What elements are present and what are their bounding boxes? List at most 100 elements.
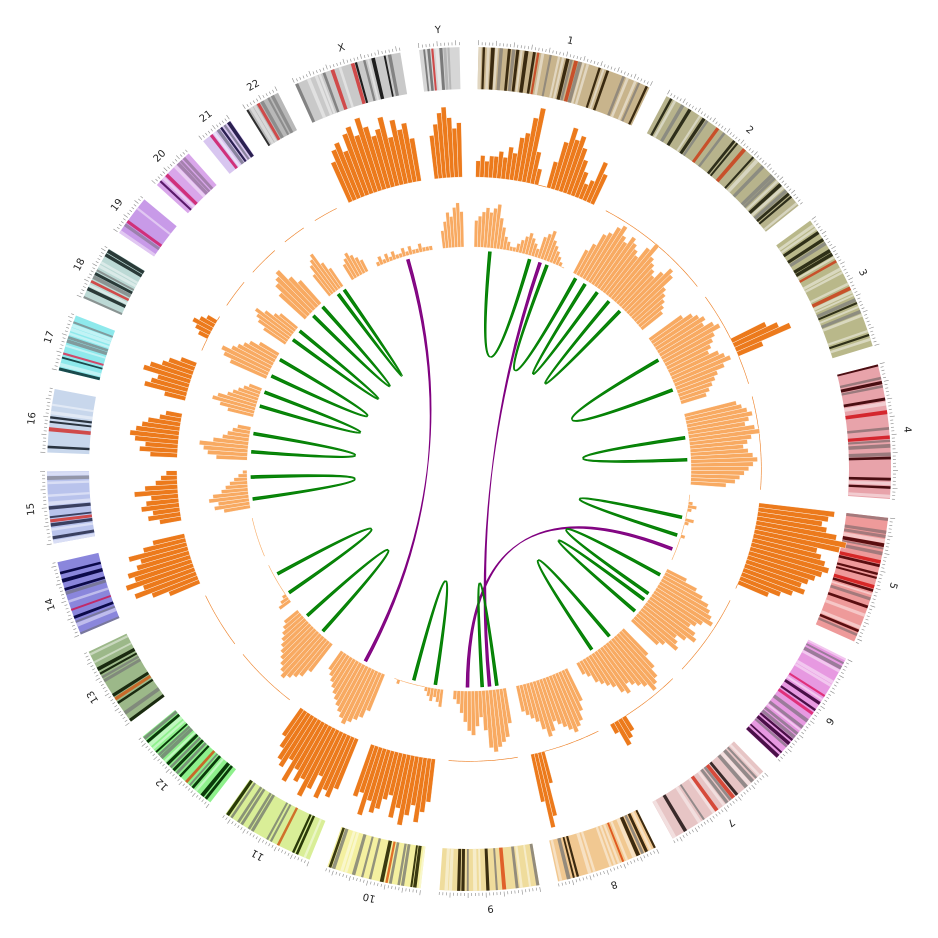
axis-tick [112,702,116,705]
axis-tick [346,59,349,63]
axis-tick [771,170,775,173]
axis-tick [273,846,277,852]
chromosome-band [466,848,469,891]
axis-tick [688,831,691,835]
chromosome-band [250,794,276,832]
axis-tick [885,391,889,393]
chromosome-band [811,286,852,308]
outer-histogram-bar [760,466,762,471]
axis-tick [865,317,869,319]
chromosome-band [164,731,196,763]
axis-tick [599,872,602,876]
outer-histogram-bar [629,710,634,714]
axis-tick [691,105,694,109]
axis-tick [174,159,178,162]
chromosome-band [200,762,230,798]
axis-tick [296,78,298,82]
chromosome-label-19: 19 [109,197,125,214]
axis-tick [48,540,52,542]
chromosome-band [226,779,253,817]
chromosome-band [631,811,652,851]
axis-tick [874,591,878,594]
chromosome-band [801,649,841,673]
inner-histogram-bar [467,690,472,732]
chromosome-band [780,227,817,254]
axis-tick [616,866,619,870]
chromosome-band [216,128,245,165]
chromosome-label-9: 9 [487,902,494,913]
outer-histogram-bar [548,749,552,751]
outer-histogram-bar [565,743,569,746]
axis-tick [729,803,732,806]
chromosome-band [247,792,272,830]
chromosome-band [819,613,860,633]
axis-tick [118,710,122,714]
axis-tick [195,794,199,798]
axis-tick [104,246,108,249]
inner-histogram-bar [671,556,674,560]
chromosome-7-ideogram [652,741,764,839]
chromosome-band [732,165,765,198]
axis-tick [198,135,203,140]
axis-tick [754,782,757,786]
axis-tick [694,827,698,833]
axis-tick [87,276,91,279]
axis-tick [43,415,49,418]
chromosome-band [650,98,673,137]
outer-histogram-bar [283,694,287,698]
axis-tick [826,696,830,699]
axis-tick [682,834,685,838]
inner-histogram-bar [276,579,279,583]
chromosome-band [439,47,446,90]
axis-tick [272,89,275,93]
axis-tick [753,151,758,156]
axis-tick [51,565,57,568]
axis-tick [99,680,103,683]
axis-tick [359,878,362,882]
outer-histogram-bar [644,699,649,703]
outer-histogram-bar [284,239,289,243]
chromosome-band [758,195,793,225]
chromosome-label-14: 14 [44,597,58,613]
link-9-9 [477,582,499,688]
inner-histogram-bar [406,682,410,684]
axis-tick [883,379,889,382]
axis-tick [322,67,325,71]
chromosome-band [213,131,241,167]
outer-histogram-bar [465,760,471,762]
axis-tick [721,809,724,813]
outer-histogram-bar [264,256,269,260]
chromosome-label-3: 3 [856,268,869,279]
chromosome-band [119,230,156,257]
axis-tick [783,183,787,186]
chromosome-band [574,63,590,105]
ideogram-ring [47,47,891,891]
chromosome-band [845,410,888,420]
axis-tick [866,320,870,323]
axis-tick [45,398,51,400]
axis-tick [46,543,52,546]
axis-tick [789,745,793,749]
axis-tick [590,59,592,63]
axis-tick [145,745,149,749]
axis-tick [715,121,718,125]
axis-tick [84,282,88,285]
chromosome-band [159,180,192,211]
axis-tick [366,880,368,886]
chromosome-band [827,329,869,346]
chromosome-band [837,364,879,377]
chromosome-label-21: 21 [198,109,215,125]
outer-histogram-bar [718,317,722,322]
inner-histogram-bar [682,527,684,532]
axis-tick [827,241,831,244]
axis-tick [394,886,396,890]
outer-histogram-bar [694,282,698,287]
chromosome-band [47,475,90,481]
inner-histogram-bar [254,527,256,532]
axis-tick [87,661,92,665]
outer-histogram-bar [684,662,689,666]
outer-histogram-bar [268,253,272,257]
link-18-18 [270,358,369,418]
chromosome-band [653,100,677,139]
inner-histogram-bar [561,266,565,269]
